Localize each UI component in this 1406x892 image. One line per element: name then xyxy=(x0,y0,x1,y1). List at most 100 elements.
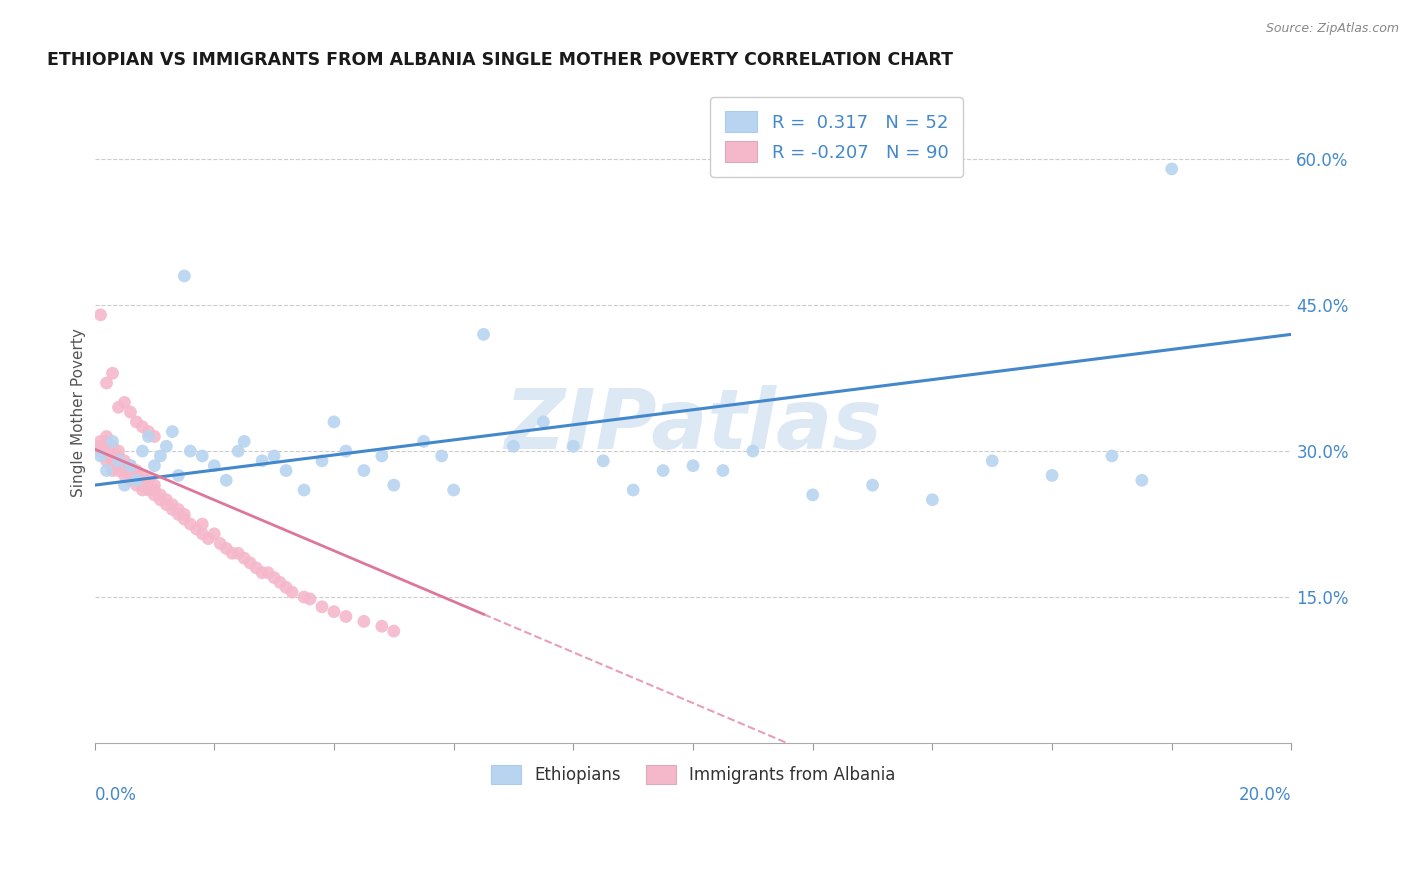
Point xyxy=(298,592,321,607)
Point xyxy=(107,401,129,415)
Point xyxy=(96,449,118,463)
Point xyxy=(263,449,285,463)
Point xyxy=(221,546,243,560)
Point xyxy=(197,532,219,546)
Point xyxy=(412,434,434,449)
Point xyxy=(233,551,256,566)
Point xyxy=(149,449,172,463)
Point xyxy=(1130,473,1153,487)
Point xyxy=(101,458,124,473)
Point xyxy=(921,492,943,507)
Point xyxy=(186,522,208,536)
Point xyxy=(173,512,195,526)
Point xyxy=(143,478,166,492)
Point xyxy=(292,590,315,604)
Point xyxy=(263,571,285,585)
Point xyxy=(167,508,190,522)
Point xyxy=(741,444,763,458)
Point xyxy=(138,429,160,443)
Point xyxy=(96,434,118,449)
Point xyxy=(138,473,160,487)
Legend: Ethiopians, Immigrants from Albania: Ethiopians, Immigrants from Albania xyxy=(484,758,903,791)
Point xyxy=(114,464,136,478)
Point xyxy=(311,599,333,614)
Point xyxy=(226,444,249,458)
Point xyxy=(125,473,148,487)
Point xyxy=(114,458,136,473)
Point xyxy=(125,473,148,487)
Point xyxy=(1160,161,1182,176)
Point xyxy=(114,464,136,478)
Point xyxy=(382,478,405,492)
Point xyxy=(90,308,112,322)
Point xyxy=(90,439,112,453)
Point xyxy=(592,454,614,468)
Point xyxy=(114,395,136,409)
Point xyxy=(801,488,824,502)
Point xyxy=(162,498,184,512)
Point xyxy=(107,458,129,473)
Point xyxy=(101,454,124,468)
Point xyxy=(101,464,124,478)
Text: 0.0%: 0.0% xyxy=(94,786,136,804)
Point xyxy=(245,561,267,575)
Point xyxy=(274,464,297,478)
Point xyxy=(120,458,142,473)
Point xyxy=(107,444,129,458)
Y-axis label: Single Mother Poverty: Single Mother Poverty xyxy=(72,327,86,497)
Point xyxy=(155,498,177,512)
Text: ETHIOPIAN VS IMMIGRANTS FROM ALBANIA SINGLE MOTHER POVERTY CORRELATION CHART: ETHIOPIAN VS IMMIGRANTS FROM ALBANIA SIN… xyxy=(46,51,953,69)
Point xyxy=(138,425,160,439)
Point xyxy=(711,464,734,478)
Point xyxy=(239,556,262,570)
Point xyxy=(371,449,394,463)
Point xyxy=(155,439,177,453)
Point xyxy=(120,468,142,483)
Point xyxy=(90,434,112,449)
Point xyxy=(125,468,148,483)
Point xyxy=(323,415,346,429)
Point xyxy=(125,415,148,429)
Point xyxy=(862,478,884,492)
Point xyxy=(179,444,201,458)
Point xyxy=(353,615,375,629)
Point xyxy=(114,454,136,468)
Point xyxy=(120,473,142,487)
Point xyxy=(202,526,225,541)
Text: Source: ZipAtlas.com: Source: ZipAtlas.com xyxy=(1265,22,1399,36)
Point xyxy=(226,546,249,560)
Point xyxy=(143,483,166,497)
Point xyxy=(101,449,124,463)
Point xyxy=(1040,468,1063,483)
Point xyxy=(125,478,148,492)
Point xyxy=(652,464,675,478)
Point xyxy=(107,464,129,478)
Point xyxy=(443,483,465,497)
Point xyxy=(311,454,333,468)
Point xyxy=(269,575,291,590)
Point xyxy=(162,425,184,439)
Point xyxy=(131,478,153,492)
Point xyxy=(101,434,124,449)
Point xyxy=(143,429,166,443)
Point xyxy=(430,449,453,463)
Point xyxy=(179,517,201,532)
Point xyxy=(191,449,214,463)
Point xyxy=(120,458,142,473)
Point xyxy=(138,483,160,497)
Point xyxy=(143,488,166,502)
Point xyxy=(101,439,124,453)
Point xyxy=(131,473,153,487)
Point xyxy=(131,468,153,483)
Point xyxy=(472,327,495,342)
Point xyxy=(107,454,129,468)
Point xyxy=(250,454,273,468)
Point xyxy=(155,492,177,507)
Point xyxy=(233,434,256,449)
Point xyxy=(209,536,232,550)
Point xyxy=(162,502,184,516)
Point xyxy=(353,464,375,478)
Point xyxy=(96,454,118,468)
Point xyxy=(371,619,394,633)
Point xyxy=(131,483,153,497)
